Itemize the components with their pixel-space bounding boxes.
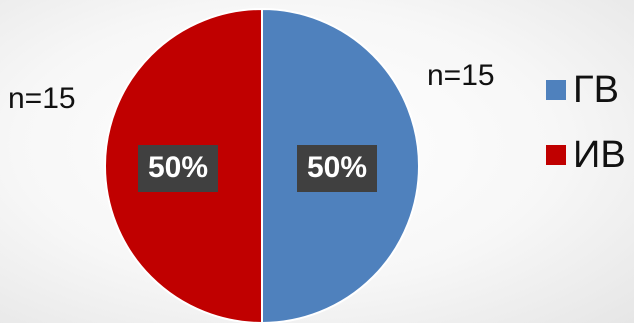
slice-count-label-right: n=15 (427, 59, 495, 92)
legend-swatch-gv (546, 80, 566, 100)
legend-label-gv: ГВ (573, 69, 619, 111)
slice-count-label-left: n=15 (8, 82, 76, 115)
legend-label-iv: ИВ (573, 134, 626, 176)
slice-percent-label-left: 50% (138, 145, 219, 192)
legend-item-iv: ИВ (546, 133, 626, 177)
legend-swatch-iv (546, 145, 566, 165)
slice-percent-label-right: 50% (297, 145, 378, 192)
legend-item-gv: ГВ (546, 68, 626, 112)
chart-legend: ГВ ИВ (546, 68, 626, 198)
